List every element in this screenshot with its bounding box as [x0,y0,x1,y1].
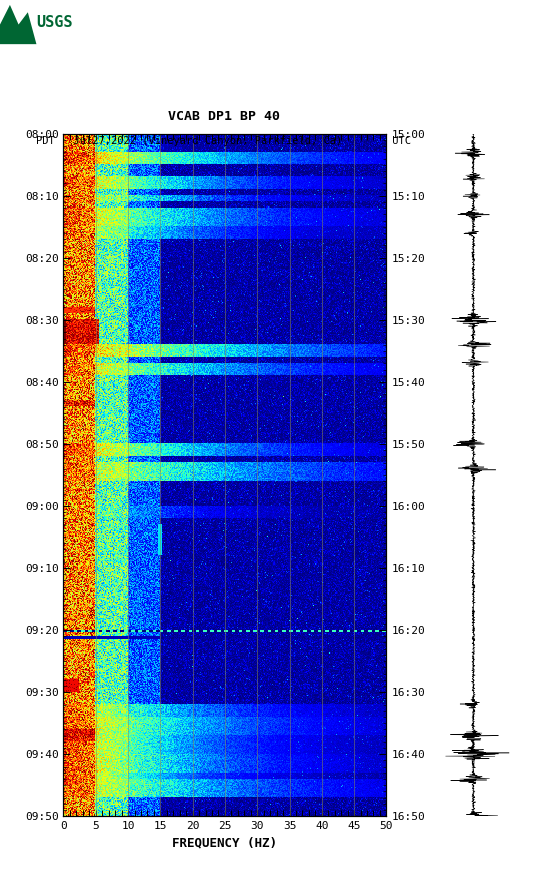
X-axis label: FREQUENCY (HZ): FREQUENCY (HZ) [172,837,278,849]
Text: PDT   Jul27,2022 (Vineyard Canyon, Parkfield, Ca)        UTC: PDT Jul27,2022 (Vineyard Canyon, Parkfie… [36,136,411,145]
Text: VCAB DP1 BP 40: VCAB DP1 BP 40 [168,110,279,123]
Text: USGS: USGS [36,14,73,29]
Polygon shape [0,4,36,44]
